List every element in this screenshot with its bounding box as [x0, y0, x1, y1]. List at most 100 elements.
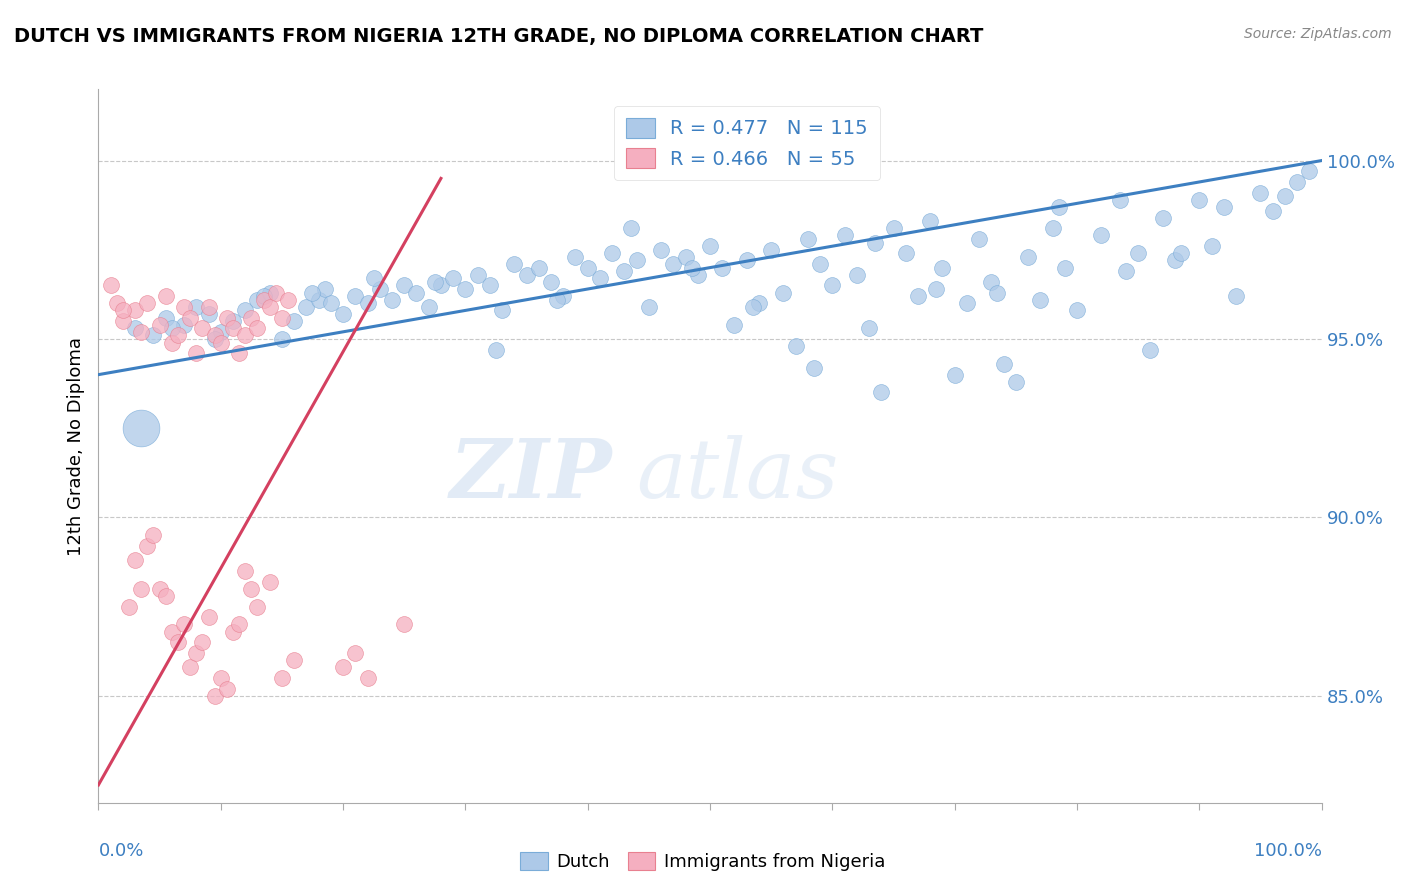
Point	[870, 385, 893, 400]
Text: 100.0%: 100.0%	[1254, 842, 1322, 860]
Point	[222, 314, 245, 328]
Point	[845, 268, 868, 282]
Point	[748, 296, 770, 310]
Point	[956, 296, 979, 310]
Point	[1152, 211, 1174, 225]
Point	[356, 296, 378, 310]
Point	[252, 293, 274, 307]
Point	[808, 257, 831, 271]
Point	[1090, 228, 1112, 243]
Point	[222, 624, 245, 639]
Point	[381, 293, 404, 307]
Point	[1053, 260, 1076, 275]
Point	[1212, 200, 1234, 214]
Point	[259, 285, 281, 300]
Point	[283, 653, 305, 667]
Point	[129, 582, 152, 596]
Point	[118, 599, 141, 614]
Point	[423, 275, 446, 289]
Point	[589, 271, 612, 285]
Point	[1128, 246, 1150, 260]
Point	[363, 271, 385, 285]
Point	[215, 310, 238, 325]
Point	[149, 582, 172, 596]
Point	[392, 278, 416, 293]
Point	[1261, 203, 1284, 218]
Point	[925, 282, 948, 296]
Point	[907, 289, 929, 303]
Point	[675, 250, 697, 264]
Point	[613, 264, 636, 278]
Point	[204, 328, 226, 343]
Point	[540, 275, 562, 289]
Point	[197, 307, 219, 321]
Point	[111, 314, 134, 328]
Point	[264, 285, 287, 300]
Point	[252, 289, 274, 303]
Point	[100, 278, 122, 293]
Point	[209, 335, 232, 350]
Point	[527, 260, 550, 275]
Point	[772, 285, 794, 300]
Point	[344, 646, 367, 660]
Point	[368, 282, 391, 296]
Point	[332, 307, 354, 321]
Point	[191, 635, 214, 649]
Text: ZIP: ZIP	[450, 434, 612, 515]
Point	[332, 660, 354, 674]
Point	[1201, 239, 1223, 253]
Point	[686, 268, 709, 282]
Point	[637, 300, 661, 314]
Point	[1170, 246, 1192, 260]
Point	[430, 278, 453, 293]
Point	[516, 268, 538, 282]
Point	[894, 246, 917, 260]
Point	[619, 221, 641, 235]
Point	[546, 293, 568, 307]
Point	[553, 289, 575, 303]
Point	[283, 314, 305, 328]
Point	[160, 335, 183, 350]
Point	[179, 310, 201, 325]
Point	[1115, 264, 1137, 278]
Point	[576, 260, 599, 275]
Point	[834, 228, 856, 243]
Point	[246, 293, 269, 307]
Point	[1250, 186, 1272, 200]
Point	[142, 528, 165, 542]
Point	[356, 671, 378, 685]
Point	[129, 325, 152, 339]
Point	[155, 289, 177, 303]
Point	[491, 303, 513, 318]
Point	[503, 257, 526, 271]
Point	[723, 318, 745, 332]
Point	[186, 346, 208, 360]
Point	[1164, 253, 1187, 268]
Point	[270, 310, 294, 325]
Point	[228, 617, 250, 632]
Point	[1066, 303, 1088, 318]
Point	[600, 246, 623, 260]
Point	[1004, 375, 1026, 389]
Point	[785, 339, 807, 353]
Point	[186, 300, 208, 314]
Point	[1286, 175, 1309, 189]
Point	[270, 332, 294, 346]
Point	[173, 300, 195, 314]
Text: atlas: atlas	[637, 434, 839, 515]
Point	[204, 689, 226, 703]
Point	[405, 285, 427, 300]
Point	[149, 318, 172, 332]
Point	[160, 321, 183, 335]
Point	[1108, 193, 1130, 207]
Point	[173, 617, 195, 632]
Point	[240, 582, 263, 596]
Point	[392, 617, 416, 632]
Point	[186, 646, 208, 660]
Point	[155, 589, 177, 603]
Legend: R = 0.477   N = 115, R = 0.466   N = 55: R = 0.477 N = 115, R = 0.466 N = 55	[614, 106, 880, 180]
Point	[233, 303, 256, 318]
Y-axis label: 12th Grade, No Diploma: 12th Grade, No Diploma	[66, 336, 84, 556]
Point	[454, 282, 477, 296]
Point	[295, 300, 318, 314]
